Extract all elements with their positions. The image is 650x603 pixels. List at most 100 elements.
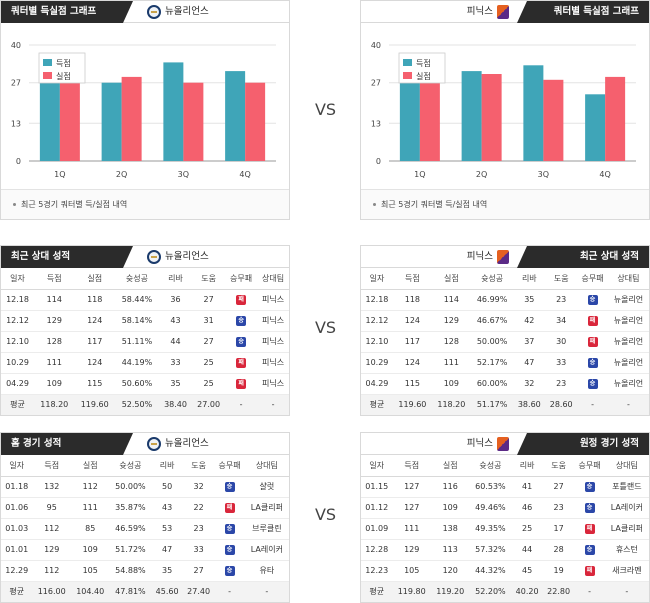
fg-pct-cell: 51.72% <box>109 539 152 561</box>
bar-score <box>399 76 420 161</box>
average-points-cell: 116.00 <box>32 581 71 602</box>
points-cell: 109 <box>34 373 75 395</box>
points-cell: 115 <box>392 373 432 395</box>
legend-label: 실점 <box>416 71 431 81</box>
table-row: 01.09 111 138 49.35% 25 17 패 LA클리퍼 <box>361 518 649 540</box>
allowed-cell: 116 <box>430 476 470 498</box>
rebounds-cell: 42 <box>513 310 546 332</box>
rebounds-cell: 25 <box>511 518 543 540</box>
fg-pct-cell: 60.00% <box>470 373 514 395</box>
date-cell: 04.29 <box>361 373 393 395</box>
points-cell: 124 <box>392 310 432 332</box>
average-label: 평균 <box>1 581 33 602</box>
bar-lost <box>59 74 80 161</box>
assists-cell: 23 <box>542 497 575 519</box>
bar-lost <box>481 74 502 161</box>
average-assists-cell: 28.60 <box>545 394 578 415</box>
date-cell: 12.10 <box>1 331 35 353</box>
opponent-cell: 피닉스 <box>257 310 289 332</box>
assists-cell: 28 <box>542 539 575 561</box>
right-team-label: 피닉스 <box>467 1 509 23</box>
vs-label-venue: VS <box>314 505 337 524</box>
right-away-header: 피닉스 원정 경기 성적 <box>361 433 649 455</box>
right-away-table: 일자 득점 실점 슛성공 리바 도움 승무패 상대팀 01.15 127 116 60.53% 41 27… <box>361 455 649 602</box>
fg-pct-cell: 46.99% <box>470 289 514 311</box>
average-allowed-cell: 119.20 <box>430 581 470 602</box>
date-cell: 04.29 <box>1 373 35 395</box>
y-tick-label: 27 <box>371 79 381 88</box>
allowed-cell: 128 <box>431 331 471 353</box>
left-chart-note: 최근 5경기 쿼터별 득/실점 내역 <box>1 189 289 219</box>
column-header: 일자 <box>1 455 33 477</box>
table-row: 01.06 95 111 35.87% 43 22 패 LA클리퍼 <box>1 497 289 519</box>
average-result-cell: - <box>214 581 245 602</box>
fg-pct-cell: 46.67% <box>470 310 514 332</box>
legend-label: 득점 <box>56 58 71 68</box>
result-cell: 패 <box>577 331 608 353</box>
fg-pct-cell: 50.00% <box>470 331 514 353</box>
table-row: 04.29 115 109 60.00% 32 23 승 뉴올리언 <box>361 373 649 395</box>
right-recent-team-name: 피닉스 <box>466 251 493 262</box>
points-cell: 111 <box>34 352 75 374</box>
date-cell: 12.18 <box>1 289 35 311</box>
y-tick-label: 13 <box>371 119 381 128</box>
points-cell: 112 <box>32 560 71 582</box>
date-cell: 01.06 <box>1 497 33 519</box>
result-badge: 패 <box>587 316 598 326</box>
table-header-row: 일자 득점 실점 슛성공 리바 도움 승무패 상대팀 <box>1 455 289 477</box>
right-chart-note: 최근 5경기 쿼터별 득/실점 내역 <box>361 189 649 219</box>
column-header: 일자 <box>1 268 35 290</box>
right-chart-header: 피닉스 쿼터별 득실점 그래프 <box>361 1 649 23</box>
result-cell: 패 <box>214 497 245 519</box>
assists-cell: 27 <box>192 289 226 311</box>
result-badge: 승 <box>584 482 595 492</box>
allowed-cell: 111 <box>431 352 471 374</box>
right-away-team-name: 피닉스 <box>466 438 493 449</box>
opponent-cell: LA레이커 <box>244 539 289 561</box>
result-cell: 승 <box>225 331 258 353</box>
table-row: 12.18 118 114 46.99% 35 23 승 뉴올리언 <box>361 289 649 311</box>
date-cell: 10.29 <box>361 352 393 374</box>
y-tick-label: 0 <box>376 157 381 166</box>
x-tick-label: 4Q <box>239 170 250 179</box>
column-header: 도움 <box>545 268 578 290</box>
right-quarter-chart: 0 13 27 40 1Q 2Q 3Q 4Q 득점 실점 <box>361 23 649 189</box>
column-header: 실점 <box>430 455 470 477</box>
column-header: 슛성공 <box>114 268 159 290</box>
fg-pct-cell: 58.14% <box>114 310 159 332</box>
opponent-cell: 피닉스 <box>257 373 289 395</box>
opponent-cell: 브루클린 <box>244 518 289 540</box>
pelicans-logo-icon <box>147 5 161 19</box>
fg-pct-cell: 54.88% <box>109 560 152 582</box>
right-chart-note-text: 최근 5경기 쿼터별 득/실점 내역 <box>381 200 488 209</box>
right-chart-title: 쿼터별 득실점 그래프 <box>517 1 649 23</box>
result-badge: 승 <box>236 316 247 326</box>
average-assists-cell: 22.80 <box>542 581 575 602</box>
suns-logo-icon <box>497 250 509 264</box>
column-header: 슛성공 <box>470 268 514 290</box>
opponent-cell: 뉴올리언 <box>607 352 649 374</box>
result-badge: 승 <box>587 379 598 389</box>
opponent-cell: 유타 <box>244 560 289 582</box>
opponent-cell: LA레이커 <box>604 497 649 519</box>
x-tick-label: 1Q <box>414 170 425 179</box>
average-label: 평균 <box>1 394 35 415</box>
bar-lost <box>245 82 266 161</box>
assists-cell: 33 <box>545 352 578 374</box>
column-header: 승무패 <box>225 268 258 290</box>
average-opponent-cell: - <box>257 394 289 415</box>
opponent-cell: 피닉스 <box>257 331 289 353</box>
allowed-cell: 129 <box>431 310 471 332</box>
points-cell: 95 <box>32 497 71 519</box>
column-header: 실점 <box>74 268 115 290</box>
average-result-cell: - <box>574 581 605 602</box>
right-recent-panel: 피닉스 최근 상대 성적 일자 득점 실점 슛성공 리바 도움 승무패 상대팀 12.18 118… <box>360 245 650 416</box>
result-badge: 패 <box>236 295 247 305</box>
allowed-cell: 109 <box>430 497 470 519</box>
fg-pct-cell: 44.32% <box>469 560 512 582</box>
column-header: 승무패 <box>577 268 608 290</box>
average-opponent-cell: - <box>607 394 649 415</box>
average-rebounds-cell: 38.40 <box>158 394 193 415</box>
